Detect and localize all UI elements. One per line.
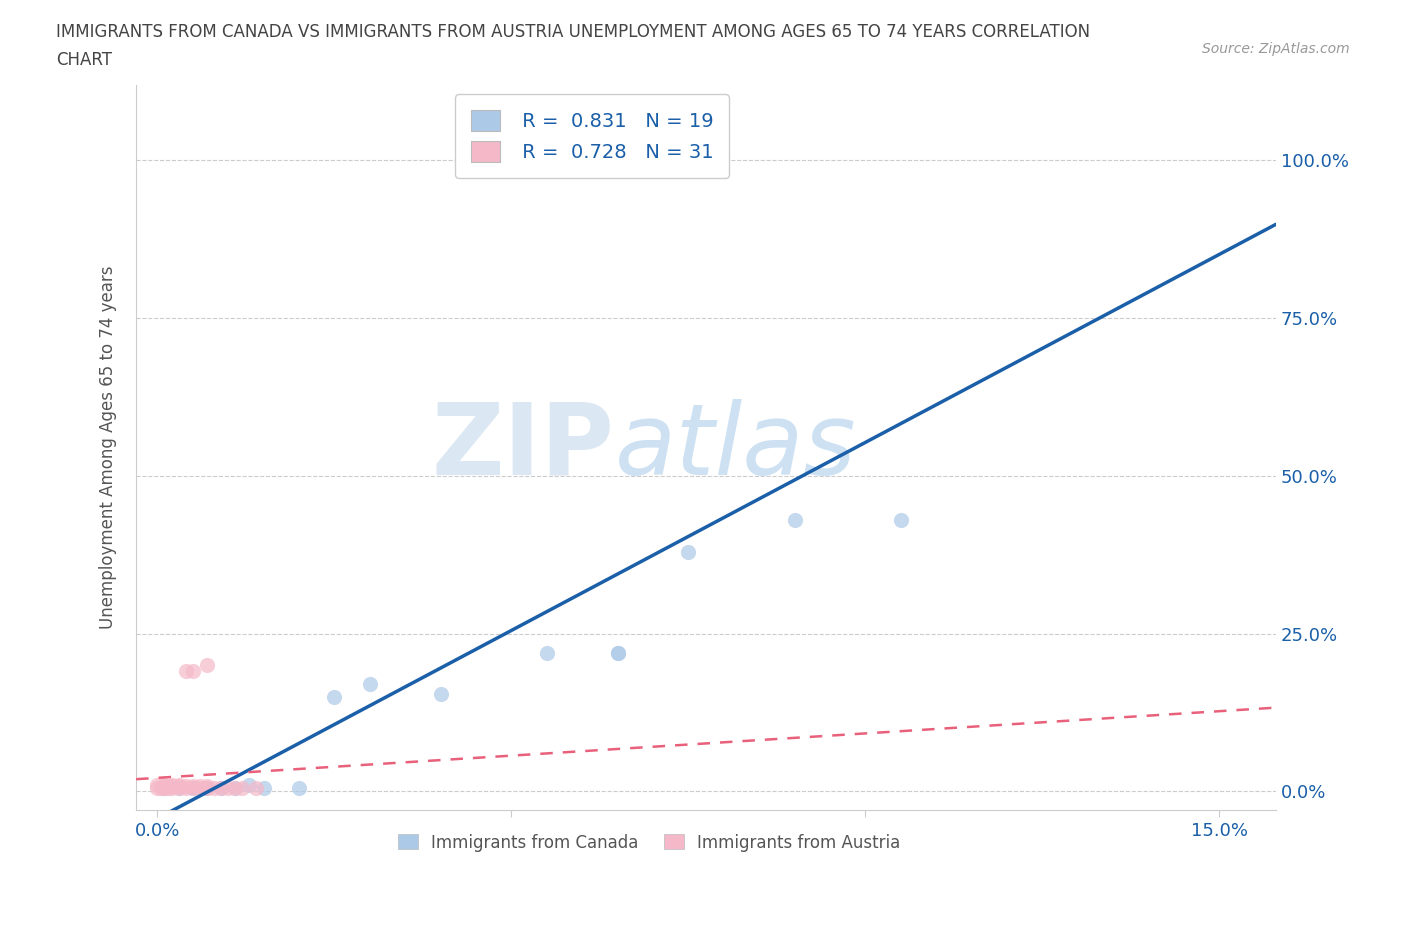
Point [156,778,179,793]
Point [167,780,190,795]
Point [195,780,218,795]
Point [202,780,225,795]
Y-axis label: Unemployment Among Ages 65 to 74 years: Unemployment Among Ages 65 to 74 years [100,266,117,630]
Point [890,512,912,527]
Point [174,778,197,793]
Point [149,780,172,795]
Point [209,780,232,795]
Point [217,780,239,795]
Point [146,777,169,792]
Point [174,780,197,795]
Legend: Immigrants from Canada, Immigrants from Austria: Immigrants from Canada, Immigrants from … [389,825,908,860]
Point [195,780,218,795]
Point [783,512,806,527]
Point [359,677,381,692]
Point [156,780,179,795]
Text: Source: ZipAtlas.com: Source: ZipAtlas.com [1202,42,1350,56]
Point [181,780,204,795]
Point [181,778,204,793]
Point [153,777,176,792]
Point [238,777,260,792]
Point [252,780,274,795]
Point [209,780,232,795]
Point [195,658,218,672]
Point [429,686,451,701]
Point [160,780,183,795]
Point [153,778,176,793]
Point [323,689,346,704]
Text: ZIP: ZIP [432,399,614,496]
Point [536,645,558,660]
Point [167,777,190,792]
Point [146,780,169,795]
Point [188,778,211,793]
Point [181,780,204,795]
Point [245,780,267,795]
Point [188,780,211,795]
Point [224,780,246,795]
Text: atlas: atlas [614,399,856,496]
Point [153,780,176,795]
Point [174,664,197,679]
Point [181,664,204,679]
Point [678,544,700,559]
Point [606,645,628,660]
Text: CHART: CHART [56,51,112,69]
Point [167,778,190,793]
Text: IMMIGRANTS FROM CANADA VS IMMIGRANTS FROM AUSTRIA UNEMPLOYMENT AMONG AGES 65 TO : IMMIGRANTS FROM CANADA VS IMMIGRANTS FRO… [56,23,1091,41]
Point [288,780,311,795]
Point [224,780,246,795]
Point [160,778,183,793]
Point [153,780,176,795]
Point [231,780,253,795]
Point [167,780,190,795]
Point [699,153,721,168]
Point [160,777,183,792]
Point [195,778,218,793]
Point [606,645,628,660]
